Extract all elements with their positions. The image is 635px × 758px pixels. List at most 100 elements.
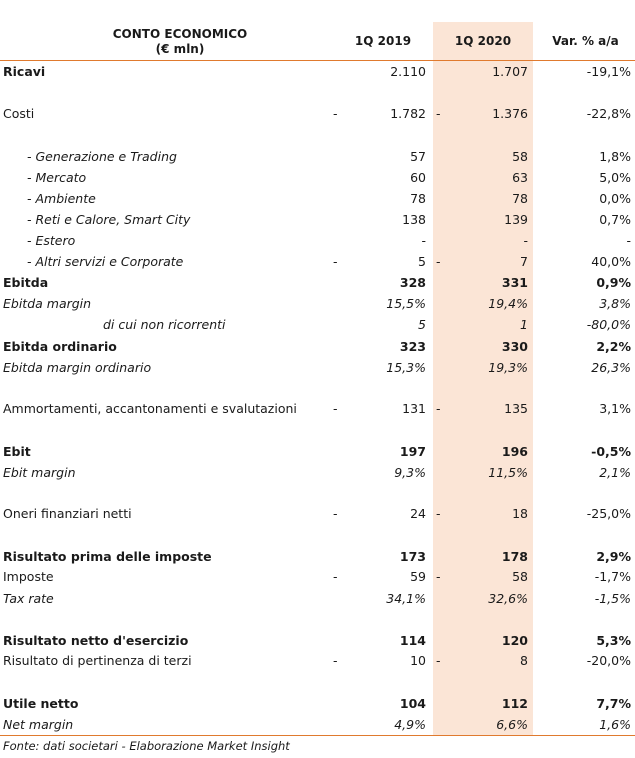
header-title-line2: (€ mln) <box>155 42 205 56</box>
row-val-2020: 1.376 <box>492 106 528 121</box>
row-label: Oneri finanziari netti <box>3 506 132 521</box>
row-sign-2020: - <box>436 569 441 584</box>
source-footnote: Fonte: dati societari - Elaborazione Mar… <box>3 739 290 753</box>
row-sign-2019: - <box>333 106 338 121</box>
row-costi: Costi - 1.782 - 1.376 -22,8% <box>0 104 635 124</box>
row-imposte: Imposte - 59 - 58 -1,7% <box>0 567 635 587</box>
row-var: -25,0% <box>586 506 631 521</box>
row-val-2019: 323 <box>399 339 426 354</box>
row-var: 1,8% <box>599 149 631 164</box>
row-sign-2019: - <box>333 401 338 416</box>
header-title: CONTO ECONOMICO (€ mln) <box>40 27 320 57</box>
row-net-margin: Net margin 4,9% 6,6% 1,6% <box>0 715 635 735</box>
row-label: - Generazione e Trading <box>27 149 177 164</box>
row-label: Ricavi <box>3 64 46 79</box>
row-label: Tax rate <box>3 591 54 606</box>
row-val-2020: - <box>523 233 528 248</box>
row-label: - Ambiente <box>27 191 96 206</box>
row-sign-2020: - <box>436 106 441 121</box>
row-sign-2019: - <box>333 653 338 668</box>
row-val-2020: 196 <box>501 444 528 459</box>
row-label: - Altri servizi e Corporate <box>27 254 184 269</box>
row-label: Ebitda margin ordinario <box>3 360 152 375</box>
row-utile-netto: Utile netto 104 112 7,7% <box>0 694 635 714</box>
row-val-2020: 18 <box>512 506 528 521</box>
header-title-line1: CONTO ECONOMICO <box>112 27 248 41</box>
row-var: 2,9% <box>596 549 631 564</box>
row-val-2020: 63 <box>512 170 528 185</box>
row-var: 3,8% <box>599 296 631 311</box>
row-val-2019: 15,5% <box>386 296 426 311</box>
row-val-2019: 10 <box>410 653 426 668</box>
row-var: - <box>626 233 631 248</box>
row-label: - Mercato <box>27 170 87 185</box>
row-var: -19,1% <box>586 64 631 79</box>
row-ebit: Ebit 197 196 -0,5% <box>0 442 635 462</box>
row-label: Ebit <box>3 444 31 459</box>
row-val-2019: 131 <box>402 401 426 416</box>
row-label: Ebit margin <box>3 465 76 480</box>
row-val-2019: 328 <box>399 275 426 290</box>
row-var: 26,3% <box>591 360 631 375</box>
row-val-2019: 60 <box>410 170 426 185</box>
row-val-2020: 139 <box>504 212 528 227</box>
row-val-2020: 330 <box>501 339 528 354</box>
header-col-1q2020: 1Q 2020 <box>454 34 512 48</box>
row-val-2019: 78 <box>410 191 426 206</box>
row-non-ricorrenti: di cui non ricorrenti 5 1 -80,0% <box>0 315 635 335</box>
row-val-2019: 4,9% <box>394 717 426 732</box>
row-var: 3,1% <box>599 401 631 416</box>
row-var: 0,9% <box>596 275 631 290</box>
row-ammortamenti: Ammortamenti, accantonamenti e svalutazi… <box>0 399 635 419</box>
row-val-2020: 78 <box>512 191 528 206</box>
row-label: Ebitda <box>3 275 49 290</box>
row-val-2019: 34,1% <box>386 591 426 606</box>
row-val-2019: 104 <box>399 696 426 711</box>
row-val-2019: 173 <box>399 549 426 564</box>
row-sign-2020: - <box>436 254 441 269</box>
row-var: -80,0% <box>586 317 631 332</box>
row-val-2020: 135 <box>504 401 528 416</box>
row-terzi: Risultato di pertinenza di terzi - 10 - … <box>0 651 635 671</box>
row-var: 40,0% <box>591 254 631 269</box>
row-val-2019: 15,3% <box>386 360 426 375</box>
row-risultato-ante-imposte: Risultato prima delle imposte 173 178 2,… <box>0 547 635 567</box>
row-val-2019: 1.782 <box>390 106 426 121</box>
row-val-2019: 24 <box>410 506 426 521</box>
row-val-2019: 9,3% <box>394 465 426 480</box>
row-ebit-margin: Ebit margin 9,3% 11,5% 2,1% <box>0 463 635 483</box>
row-val-2019: 197 <box>399 444 426 459</box>
row-var: 0,7% <box>599 212 631 227</box>
row-val-2020: 58 <box>512 149 528 164</box>
row-var: 2,1% <box>599 465 631 480</box>
row-estero: - Estero - - - <box>0 231 635 251</box>
row-val-2019: 57 <box>410 149 426 164</box>
row-oneri-finanziari: Oneri finanziari netti - 24 - 18 -25,0% <box>0 504 635 524</box>
row-val-2020: 7 <box>520 254 528 269</box>
row-generazione: - Generazione e Trading 57 58 1,8% <box>0 147 635 167</box>
row-val-2019: 5 <box>418 317 426 332</box>
row-sign-2020: - <box>436 401 441 416</box>
row-sign-2019: - <box>333 506 338 521</box>
row-var: 0,0% <box>599 191 631 206</box>
header-divider <box>0 60 635 61</box>
row-val-2019: 114 <box>399 633 426 648</box>
row-val-2020: 6,6% <box>496 717 528 732</box>
row-label: - Reti e Calore, Smart City <box>27 212 191 227</box>
row-label: - Estero <box>27 233 76 248</box>
table-header: CONTO ECONOMICO (€ mln) 1Q 2019 1Q 2020 … <box>0 22 635 60</box>
row-val-2020: 120 <box>501 633 528 648</box>
row-var: -1,5% <box>594 591 631 606</box>
row-sign-2020: - <box>436 653 441 668</box>
header-col-var: Var. % a/a <box>552 34 619 48</box>
row-var: -0,5% <box>591 444 631 459</box>
row-label: Ammortamenti, accantonamenti e svalutazi… <box>3 401 297 416</box>
row-val-2020: 112 <box>501 696 528 711</box>
row-altri-servizi: - Altri servizi e Corporate - 5 - 7 40,0… <box>0 252 635 272</box>
row-ebitda-ordinario: Ebitda ordinario 323 330 2,2% <box>0 337 635 357</box>
row-val-2020: 8 <box>520 653 528 668</box>
row-val-2020: 19,3% <box>488 360 528 375</box>
row-val-2019: 59 <box>410 569 426 584</box>
row-val-2020: 11,5% <box>488 465 528 480</box>
row-var: 1,6% <box>599 717 631 732</box>
